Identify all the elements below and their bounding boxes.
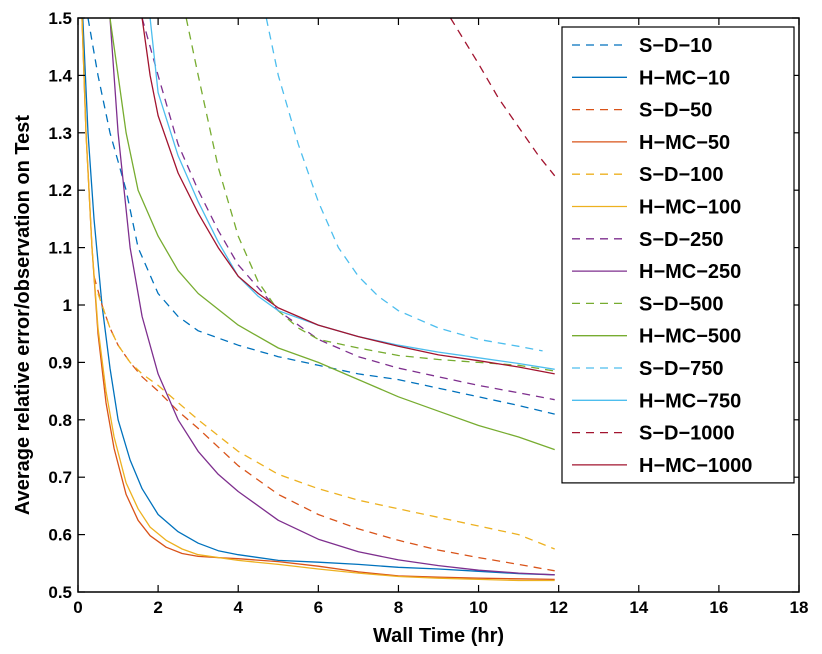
legend-label: S−D−1000	[639, 423, 735, 445]
legend-label: S−D−750	[639, 358, 724, 380]
y-tick-label: 1.3	[48, 124, 72, 143]
x-tick-label: 2	[153, 598, 162, 617]
legend-label: H−MC−750	[639, 390, 741, 412]
x-tick-label: 6	[314, 598, 323, 617]
legend-label: S−D−10	[639, 35, 712, 57]
series-layer	[81, 18, 556, 582]
y-tick-label: 1.2	[48, 181, 72, 200]
y-tick-label: 1.1	[48, 239, 72, 258]
series-line-s-d-50	[93, 276, 555, 572]
y-tick-label: 0.7	[48, 468, 72, 487]
y-tick-label: 1.4	[48, 66, 72, 85]
series-line-h-mc-750	[149, 18, 555, 370]
x-tick-label: 12	[549, 598, 568, 617]
x-tick-label: 14	[629, 598, 648, 617]
legend-label: S−D−100	[639, 164, 724, 186]
series-line-h-mc-50	[81, 18, 555, 581]
x-tick-label: 4	[233, 598, 243, 617]
x-tick-label: 16	[709, 598, 728, 617]
legend-label: H−MC−50	[639, 132, 730, 154]
y-axis: 0.5 0.6 0.7 0.8 0.9 1 1.1 1.2 1.3 1.4 1.5	[48, 9, 799, 602]
x-axis: 0 2 4 6 8 10 12 14 16 18	[73, 18, 808, 617]
x-tick-label: 18	[790, 598, 809, 617]
legend-label: H−MC−100	[639, 197, 741, 219]
y-tick-label: 1.5	[48, 9, 72, 28]
series-line-s-d-1000	[449, 18, 556, 177]
legend-label: H−MC−500	[639, 326, 741, 348]
series-line-h-mc-1000	[141, 18, 555, 375]
series-line-s-d-750	[265, 18, 543, 352]
legend-label: H−MC−10	[639, 67, 730, 89]
legend-label: S−D−250	[639, 229, 724, 251]
legend-label: H−MC−1000	[639, 455, 752, 477]
series-line-h-mc-500	[109, 18, 555, 451]
y-tick-label: 0.9	[48, 353, 72, 372]
series-line-s-d-250	[141, 18, 555, 401]
legend-label: S−D−500	[639, 293, 724, 315]
legend: S−D−10 H−MC−10 S−D−50 H−MC−50 S−D−100 H−MC−10…	[561, 26, 795, 484]
y-tick-label: 0.6	[48, 526, 72, 545]
legend-label: H−MC−250	[639, 261, 741, 283]
x-axis-label: Wall Time (hr)	[373, 625, 504, 647]
series-line-h-mc-100	[81, 18, 555, 582]
x-tick-label: 8	[394, 598, 403, 617]
legend-box	[561, 26, 795, 484]
series-line-s-d-10	[87, 18, 555, 415]
y-tick-label: 1	[63, 296, 72, 315]
x-tick-label: 0	[73, 598, 82, 617]
y-axis-label: Average relative error/observation on Te…	[12, 115, 34, 515]
x-tick-label: 10	[469, 598, 488, 617]
series-line-h-mc-250	[109, 18, 555, 576]
series-line-s-d-100	[97, 293, 555, 550]
series-line-h-mc-10	[82, 18, 555, 576]
legend-label: S−D−50	[639, 100, 712, 122]
y-tick-label: 0.8	[48, 411, 72, 430]
y-tick-label: 0.5	[48, 583, 72, 602]
